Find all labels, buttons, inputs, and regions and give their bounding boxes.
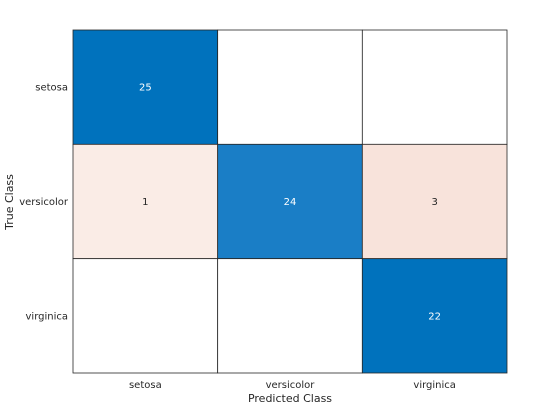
x-tick-label: versicolor — [266, 380, 316, 391]
matrix-cell-virginica-versicolor — [217, 258, 363, 374]
matrix-cell-setosa-virginica — [361, 29, 508, 145]
matrix-cell-virginica-setosa — [72, 258, 219, 374]
cell-value-label: 1 — [142, 197, 148, 208]
cell-labels-layer: 25 1 24 3 22 — [139, 83, 441, 323]
x-tick-label: setosa — [129, 380, 162, 391]
cell-value-label: 22 — [428, 311, 441, 322]
matrix-cell-setosa-setosa — [72, 29, 219, 145]
cell-value-label: 25 — [139, 83, 152, 94]
x-axis-label: Predicted Class — [248, 392, 332, 405]
y-tick-label: setosa — [35, 83, 68, 94]
matrix-cell-virginica-virginica — [361, 258, 508, 374]
matrix-cell-setosa-versicolor — [217, 29, 363, 145]
cells-layer — [72, 29, 508, 374]
matrix-cell-versicolor-versicolor — [217, 143, 363, 260]
x-tick-label: virginica — [413, 380, 456, 391]
matrix-cell-versicolor-virginica — [361, 143, 508, 260]
cell-value-label: 3 — [431, 197, 437, 208]
y-axis-label: True Class — [3, 174, 16, 231]
y-tick-label: versicolor — [19, 197, 69, 208]
matrix-cell-versicolor-setosa — [72, 143, 219, 260]
y-tick-label: virginica — [26, 311, 69, 322]
cell-value-label: 24 — [284, 197, 297, 208]
tick-labels-layer: setosa versicolor virginica setosa versicolo… — [19, 83, 456, 391]
